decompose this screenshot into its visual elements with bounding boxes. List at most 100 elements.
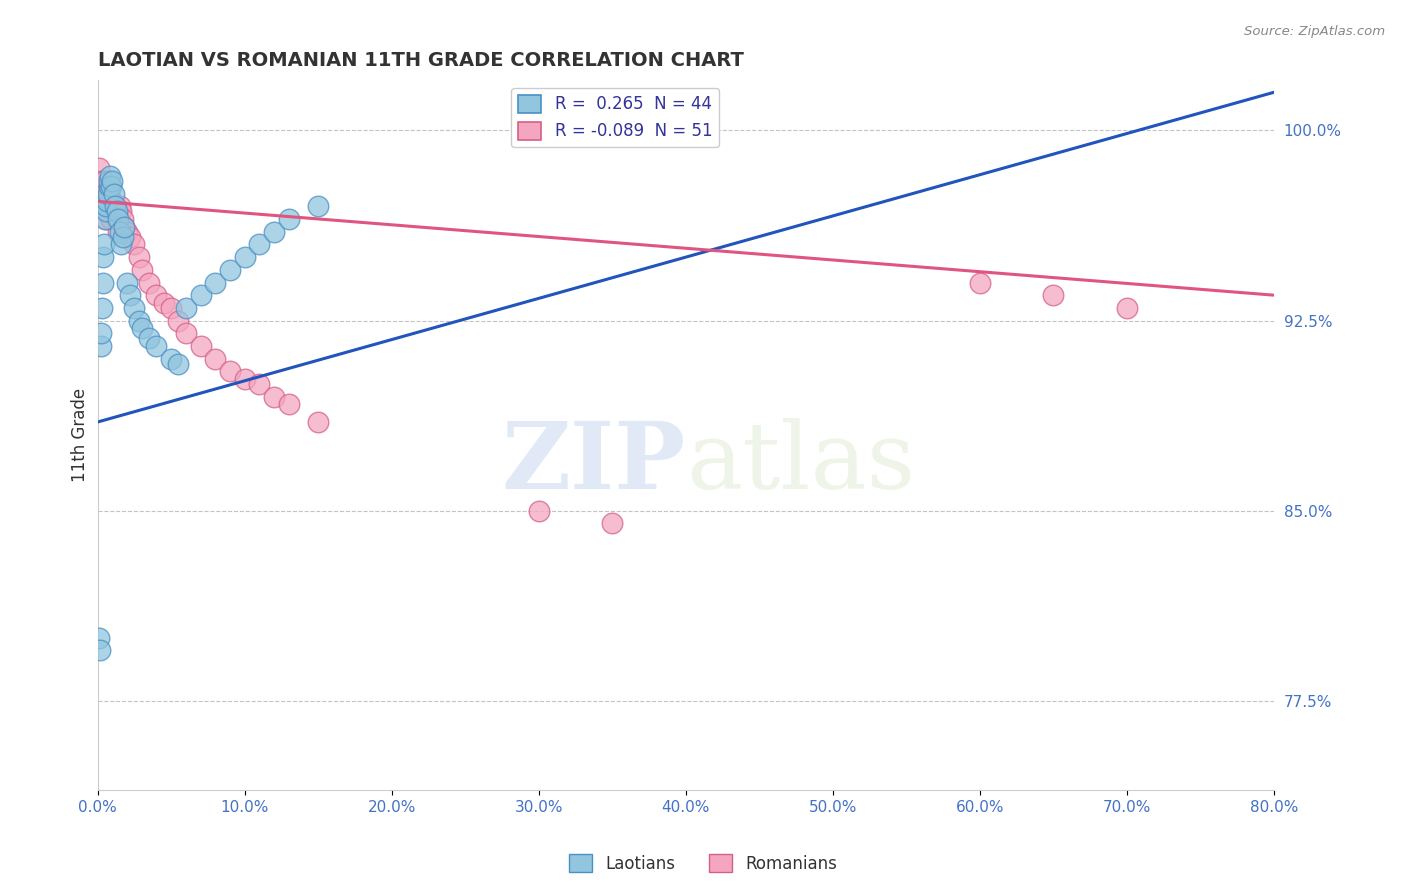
Point — [94, 212, 117, 227]
Point — [233, 250, 256, 264]
Point — [190, 288, 212, 302]
Point — [219, 262, 242, 277]
Point — [263, 390, 285, 404]
Point — [91, 301, 114, 315]
Point — [969, 276, 991, 290]
Point — [98, 199, 121, 213]
Point — [1116, 301, 1139, 315]
Point — [93, 237, 115, 252]
Point — [247, 376, 270, 391]
Point — [174, 326, 197, 341]
Point — [105, 212, 128, 227]
Point — [115, 225, 138, 239]
Point — [204, 351, 226, 366]
Point — [167, 313, 190, 327]
Point — [307, 415, 329, 429]
Point — [247, 237, 270, 252]
Point — [105, 204, 128, 219]
Point — [98, 169, 121, 183]
Point — [89, 186, 111, 201]
Point — [89, 174, 111, 188]
Point — [174, 301, 197, 315]
Point — [160, 351, 183, 366]
Point — [527, 504, 550, 518]
Point — [128, 313, 150, 327]
Point — [277, 397, 299, 411]
Point — [131, 262, 153, 277]
Point — [138, 331, 160, 345]
Point — [204, 276, 226, 290]
Point — [110, 237, 132, 252]
Point — [91, 199, 114, 213]
Point — [128, 250, 150, 264]
Point — [96, 212, 118, 227]
Point — [87, 631, 110, 645]
Point — [97, 204, 120, 219]
Point — [97, 179, 120, 194]
Legend: R =  0.265  N = 44, R = -0.089  N = 51: R = 0.265 N = 44, R = -0.089 N = 51 — [512, 88, 718, 147]
Point — [89, 339, 111, 353]
Point — [307, 199, 329, 213]
Text: ZIP: ZIP — [502, 418, 686, 508]
Point — [94, 186, 117, 201]
Point — [145, 288, 167, 302]
Point — [107, 212, 129, 227]
Text: atlas: atlas — [686, 418, 915, 508]
Point — [118, 288, 141, 302]
Point — [111, 212, 134, 227]
Point — [103, 204, 125, 219]
Point — [90, 186, 112, 201]
Point — [110, 204, 132, 219]
Point — [152, 295, 174, 310]
Point — [111, 230, 134, 244]
Point — [100, 179, 122, 194]
Y-axis label: 11th Grade: 11th Grade — [72, 388, 89, 482]
Point — [91, 179, 114, 194]
Point — [115, 276, 138, 290]
Point — [93, 194, 115, 209]
Point — [145, 339, 167, 353]
Point — [98, 179, 121, 194]
Point — [233, 372, 256, 386]
Point — [124, 237, 146, 252]
Point — [90, 326, 112, 341]
Point — [104, 199, 127, 213]
Point — [91, 276, 114, 290]
Point — [277, 212, 299, 227]
Point — [93, 250, 115, 264]
Point — [167, 357, 190, 371]
Point — [89, 643, 111, 657]
Point — [108, 199, 131, 213]
Point — [100, 212, 122, 227]
Point — [87, 161, 110, 176]
Point — [94, 199, 117, 213]
Point — [600, 516, 623, 531]
Point — [108, 225, 131, 239]
Point — [118, 230, 141, 244]
Point — [124, 301, 146, 315]
Point — [160, 301, 183, 315]
Point — [112, 219, 135, 234]
Point — [101, 174, 124, 188]
Point — [263, 225, 285, 239]
Point — [101, 194, 124, 209]
Point — [97, 186, 120, 201]
Point — [112, 219, 135, 234]
Point — [100, 199, 122, 213]
Point — [96, 194, 118, 209]
Point — [94, 204, 117, 219]
Legend: Laotians, Romanians: Laotians, Romanians — [562, 847, 844, 880]
Text: LAOTIAN VS ROMANIAN 11TH GRADE CORRELATION CHART: LAOTIAN VS ROMANIAN 11TH GRADE CORRELATI… — [97, 51, 744, 70]
Point — [96, 194, 118, 209]
Point — [97, 186, 120, 201]
Point — [103, 186, 125, 201]
Point — [190, 339, 212, 353]
Point — [96, 199, 118, 213]
Point — [107, 225, 129, 239]
Point — [219, 364, 242, 378]
Point — [104, 199, 127, 213]
Point — [131, 321, 153, 335]
Point — [98, 174, 121, 188]
Text: Source: ZipAtlas.com: Source: ZipAtlas.com — [1244, 25, 1385, 38]
Point — [93, 174, 115, 188]
